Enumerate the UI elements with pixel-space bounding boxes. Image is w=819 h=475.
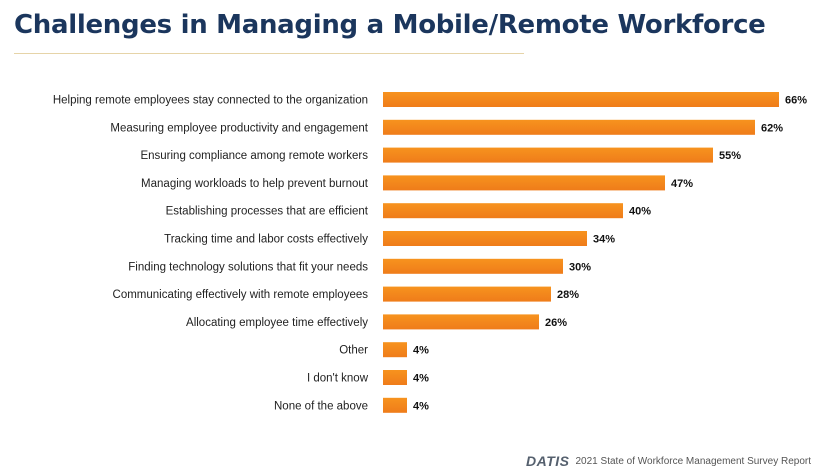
bar: [383, 314, 539, 330]
chart-title: Challenges in Managing a Mobile/Remote W…: [14, 10, 766, 40]
datis-logo: DATIS: [526, 453, 570, 469]
category-label: Helping remote employees stay connected …: [53, 95, 368, 107]
category-label: None of the above: [274, 400, 368, 412]
bar: [383, 397, 407, 413]
value-label: 47%: [671, 178, 693, 190]
value-label: 30%: [569, 261, 591, 273]
value-label: 40%: [629, 206, 651, 218]
bar: [383, 370, 407, 385]
category-label: Finding technology solutions that fit yo…: [128, 261, 368, 273]
bar: [383, 286, 551, 302]
title-divider: [14, 53, 524, 54]
category-label: Communicating effectively with remote em…: [113, 289, 369, 301]
value-label: 4%: [413, 400, 429, 412]
value-label: 4%: [413, 345, 429, 357]
bar: [383, 119, 755, 135]
category-label: Establishing processes that are efficien…: [166, 206, 369, 218]
value-label: 26%: [545, 317, 567, 329]
value-label: 4%: [413, 373, 429, 385]
value-label: 55%: [719, 150, 741, 162]
value-label: 34%: [593, 234, 615, 246]
value-label: 62%: [761, 122, 783, 134]
category-label: Ensuring compliance among remote workers: [140, 150, 368, 162]
bar: [383, 175, 665, 191]
bar: [383, 147, 713, 163]
category-label: Measuring employee productivity and enga…: [110, 122, 368, 134]
bar: [383, 203, 623, 219]
category-label: Tracking time and labor costs effectivel…: [164, 234, 368, 246]
category-label: Other: [339, 345, 368, 357]
category-label: Allocating employee time effectively: [186, 317, 368, 329]
value-label: 28%: [557, 289, 579, 301]
bar: [383, 342, 407, 358]
bar: [383, 92, 779, 107]
bar: [383, 258, 563, 274]
category-label: I don't know: [307, 373, 369, 385]
source-caption: 2021 State of Workforce Management Surve…: [575, 455, 812, 467]
footer: DATIS 2021 State of Workforce Management…: [526, 453, 811, 469]
value-label: 66%: [785, 95, 807, 107]
category-label: Managing workloads to help prevent burno…: [141, 178, 369, 190]
bar: [383, 231, 587, 246]
